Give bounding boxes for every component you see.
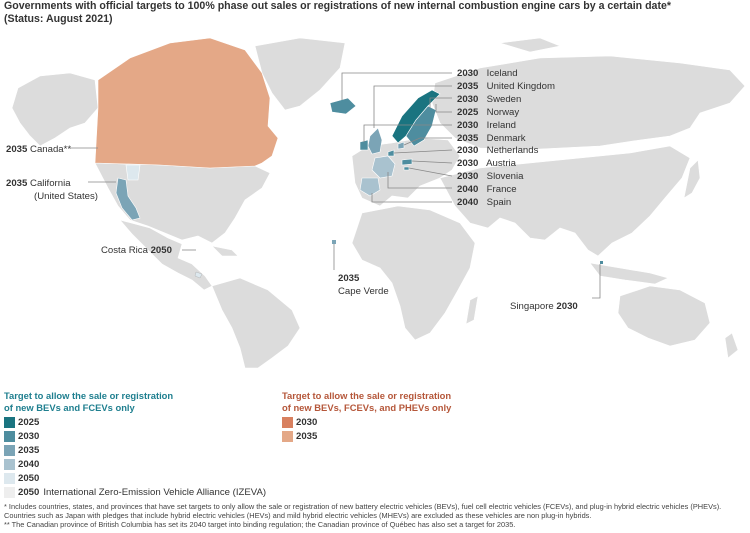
title-line-1: Governments with official targets to 100… bbox=[4, 0, 671, 12]
legend-bev-2050: 2050 bbox=[4, 473, 43, 484]
swatch-phev-2035 bbox=[282, 431, 293, 442]
cape-verde-region bbox=[332, 240, 336, 244]
swatch-bev-2035 bbox=[4, 445, 15, 456]
europe-row-ireland: 2030 Ireland bbox=[457, 119, 517, 131]
leader-netherlands bbox=[393, 149, 453, 154]
caribbean-shape bbox=[211, 245, 239, 257]
europe-row-norway: 2025 Norway bbox=[457, 106, 520, 118]
leader-france bbox=[387, 172, 452, 189]
label-singapore: Singapore 2030 bbox=[510, 300, 578, 313]
europe-row-france: 2040 France bbox=[457, 184, 517, 196]
legend-bev-2025: 2025 bbox=[4, 417, 43, 428]
costarica-year: 2050 bbox=[150, 245, 172, 256]
japan-shape bbox=[683, 159, 701, 199]
europe-row-sweden: 2030 Sweden bbox=[457, 93, 522, 105]
label-california: 2035 California (United States) bbox=[6, 177, 98, 203]
canada-year: 2035 bbox=[6, 144, 28, 155]
leader-uk bbox=[373, 85, 452, 128]
europe-row-austria: 2030 Austria bbox=[457, 158, 516, 170]
europe-row-netherlands: 2030 Netherlands bbox=[457, 145, 539, 157]
europe-row-uk: 2035 United Kingdom bbox=[457, 80, 555, 92]
netherlands-region bbox=[387, 149, 395, 157]
footnote-2: ** The Canadian province of British Colu… bbox=[4, 520, 516, 529]
label-costarica: Costa Rica 2050 bbox=[101, 244, 172, 257]
alaska-shape bbox=[11, 72, 99, 147]
legend-bev-2030: 2030 bbox=[4, 431, 43, 442]
austria-region bbox=[401, 158, 413, 166]
sweden-region bbox=[405, 105, 437, 147]
norway-region bbox=[391, 89, 441, 144]
footnotes: * Includes countries, states, and provin… bbox=[4, 502, 748, 529]
leader-iceland bbox=[341, 72, 452, 100]
california-region bbox=[115, 177, 141, 221]
slovenia-region bbox=[403, 166, 410, 171]
leader-ireland bbox=[363, 124, 452, 142]
legend-phev-2030: 2030 bbox=[282, 417, 321, 428]
france-region bbox=[371, 155, 396, 179]
swatch-izeva bbox=[4, 487, 15, 498]
singapore-year: 2030 bbox=[556, 301, 578, 312]
land-masses bbox=[11, 37, 746, 368]
ireland-region bbox=[359, 139, 369, 151]
canada-name: Canada** bbox=[30, 144, 72, 155]
europe-row-iceland: 2030 Iceland bbox=[457, 68, 518, 79]
new-zealand-shape bbox=[724, 332, 739, 359]
denmark-region bbox=[397, 141, 405, 150]
russia-shape bbox=[431, 55, 746, 151]
indonesia-shape bbox=[589, 262, 669, 285]
singapore-region bbox=[600, 261, 603, 264]
label-canada: 2035 Canada** bbox=[6, 143, 71, 156]
iceland-region bbox=[329, 97, 357, 115]
title-line-2: (Status: August 2021) bbox=[4, 13, 113, 25]
leader-singapore bbox=[592, 264, 601, 299]
leader-denmark bbox=[403, 137, 452, 146]
footnote-1: * Includes countries, states, and provin… bbox=[4, 502, 722, 520]
singapore-name: Singapore bbox=[510, 301, 554, 312]
australia-shape bbox=[617, 285, 711, 347]
label-capeverde: 2035 Cape Verde bbox=[338, 272, 389, 298]
swatch-bev-2025 bbox=[4, 417, 15, 428]
africa-shape bbox=[351, 205, 476, 341]
uk-region bbox=[367, 127, 383, 155]
legend-phev-2035: 2035 bbox=[282, 431, 321, 442]
arctic-islands-shape bbox=[499, 37, 562, 53]
costa-rica-region bbox=[194, 271, 203, 279]
leader-sweden bbox=[429, 97, 452, 108]
greenland-shape bbox=[254, 37, 346, 111]
europe-row-denmark: 2035 Denmark bbox=[457, 132, 526, 144]
legend-bev-2035: 2035 bbox=[4, 445, 43, 456]
leader-norway bbox=[435, 104, 452, 113]
legend-izeva: 2050 International Zero-Emission Vehicle … bbox=[4, 487, 266, 498]
legend-phev-title: Target to allow the sale or registration… bbox=[282, 390, 452, 413]
swatch-bev-2030 bbox=[4, 431, 15, 442]
legend-bev-2040: 2040 bbox=[4, 459, 43, 470]
legend-bev-title: Target to allow the sale or registration… bbox=[4, 390, 174, 413]
costarica-name: Costa Rica bbox=[101, 245, 148, 256]
leader-slovenia bbox=[408, 167, 453, 177]
california-name: California bbox=[30, 178, 71, 189]
europe-label-list: 2030 Iceland 2035 United Kingdom 2030 Sw… bbox=[457, 68, 555, 210]
europe-row-slovenia: 2030 Slovenia bbox=[457, 171, 524, 183]
spain-region bbox=[359, 177, 381, 197]
canada-region bbox=[94, 37, 279, 169]
california-year: 2035 bbox=[6, 178, 28, 189]
california-sub: (United States) bbox=[34, 191, 98, 202]
europe-row-spain: 2040 Spain bbox=[457, 197, 512, 209]
swatch-bev-2050 bbox=[4, 473, 15, 484]
world-map bbox=[11, 37, 746, 368]
map-title: Governments with official targets to 100… bbox=[4, 0, 746, 26]
leader-spain bbox=[371, 193, 452, 203]
south-america-shape bbox=[211, 277, 301, 368]
leader-austria bbox=[411, 160, 453, 164]
swatch-phev-2030 bbox=[282, 417, 293, 428]
capeverde-name: Cape Verde bbox=[338, 286, 389, 297]
izeva-region-usa bbox=[125, 164, 141, 181]
capeverde-year: 2035 bbox=[338, 273, 360, 284]
swatch-bev-2040 bbox=[4, 459, 15, 470]
asia-shape bbox=[439, 145, 691, 257]
leader-lines bbox=[70, 72, 601, 299]
madagascar-shape bbox=[465, 295, 479, 325]
